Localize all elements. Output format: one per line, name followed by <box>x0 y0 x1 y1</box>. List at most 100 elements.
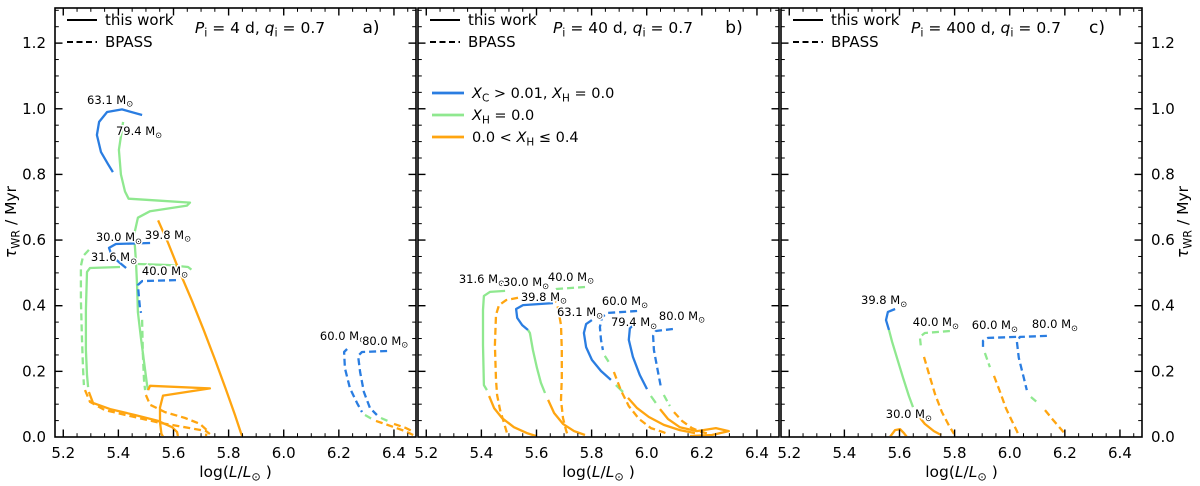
panel-title-b: Pi = 40 d, qi = 0.7 <box>553 19 693 40</box>
tracks-a <box>79 108 414 436</box>
x-axis-label-c: log(L/L⊙ ) <box>925 463 998 482</box>
x-tick-label-5.4: 5.4 <box>469 444 493 462</box>
mass-label-60.0: 60.0 M⊙ <box>320 329 366 345</box>
legend-label-this-work: this work <box>105 11 174 29</box>
mass-label-39.8: 39.8 M⊙ <box>861 293 907 309</box>
y-tick-label-right-0.0: 0.0 <box>1151 428 1175 446</box>
track-segment-60-0-BPASS-green <box>983 352 991 368</box>
mass-label-80.0: 80.0 M⊙ <box>362 334 408 350</box>
track-segment-63-1-this-work-blue <box>95 108 143 173</box>
mass-label-80.0: 80.0 M⊙ <box>659 309 705 325</box>
x-tick-label-5.2: 5.2 <box>51 444 75 462</box>
y-axis-label-left: τWR / Myr <box>2 185 23 258</box>
axes-a: 5.2 5.4 5.6 5.8 6.0 6.2 6.4 0.0 0.2 0.4 0.6 0.8 1.0 1… <box>22 7 417 462</box>
track-segment-79-4-this-work-orange <box>659 408 730 436</box>
panel-spine-a <box>54 7 417 438</box>
track-segment-40-0-BPASS-orange <box>144 394 208 436</box>
y-tick-label-right-1.2: 1.2 <box>1151 34 1175 52</box>
line-legend-a: this work BPASS <box>67 11 174 51</box>
mass-label-31.6: 31.6 M⊙ <box>459 272 505 288</box>
legend-label-this-work: this work <box>831 11 900 29</box>
y-tick-label-left-0.4: 0.4 <box>22 297 46 315</box>
track-segment-80-0-BPASS-blue <box>356 349 388 416</box>
track-segment-39-8-this-work-blue <box>884 307 896 331</box>
track-segment-30-0-BPASS-orange <box>83 389 211 435</box>
track-segment-39-8-this-work-green <box>887 329 915 408</box>
mass-label-31.6: 31.6 M⊙ <box>91 250 137 266</box>
color-legend-label-blue: XC > 0.01, XH = 0.0 <box>471 86 614 104</box>
x-tick-label-6.0: 6.0 <box>272 444 296 462</box>
track-segment-79-4-this-work-green <box>649 395 657 404</box>
track-segment-80-0-BPASS-green <box>1030 396 1040 405</box>
x-tick-label-6.0: 6.0 <box>635 444 659 462</box>
y-tick-label-left-1.2: 1.2 <box>22 34 46 52</box>
track-segment-60-0-BPASS-green <box>603 355 612 365</box>
y-axis-label-right: τWR / Myr <box>1174 185 1195 258</box>
legend-label-BPASS: BPASS <box>105 33 153 51</box>
y-tick-label-right-0.4: 0.4 <box>1151 297 1175 315</box>
x-tick-label-6.2: 6.2 <box>1053 444 1077 462</box>
mass-label-60.0: 60.0 M⊙ <box>972 318 1018 334</box>
panel-spine-b <box>417 7 780 438</box>
panel-tag-b: b) <box>725 18 742 38</box>
legend-label-BPASS: BPASS <box>468 33 516 51</box>
mass-label-40.0: 40.0 M⊙ <box>142 264 188 280</box>
track-segment-80-0-BPASS-blue <box>1015 334 1047 391</box>
track-segment-80-0-BPASS-blue <box>651 327 674 389</box>
track-segment-40-0-BPASS-green <box>140 319 147 391</box>
legend-label-this-work: this work <box>468 11 537 29</box>
panel-a: 63.1 M⊙ 79.4 M⊙ 30.0 M⊙ 39.8 M⊙ 31.6 M⊙ 40.0 … <box>22 7 417 484</box>
line-legend-c: this work BPASS <box>793 11 900 51</box>
x-tick-label-6.2: 6.2 <box>690 444 714 462</box>
mass-label-40.0: 40.0 M⊙ <box>548 270 594 286</box>
x-tick-label-5.8: 5.8 <box>217 444 241 462</box>
track-segment-79-4-this-work-orange <box>147 384 212 436</box>
panel-title-c: Pi = 400 d, qi = 0.7 <box>911 19 1061 40</box>
panel-tag-a: a) <box>362 18 379 38</box>
track-segment-80-0-BPASS-orange <box>673 411 711 436</box>
x-tick-label-5.8: 5.8 <box>943 444 967 462</box>
track-segment-40-0-BPASS-blue <box>136 278 177 314</box>
track-segment-31-6-this-work-orange <box>488 395 537 436</box>
track-segment-60-0-BPASS-blue <box>598 309 638 351</box>
track-segment-80-0-BPASS-green <box>380 416 391 423</box>
track-segment-31-6-this-work-orange <box>87 391 180 436</box>
track-segment-60-0-BPASS-orange <box>375 419 414 436</box>
y-tick-label-right-0.8: 0.8 <box>1151 165 1175 183</box>
y-tick-label-left-0.8: 0.8 <box>22 165 46 183</box>
panel-c: 39.8 M⊙ 40.0 M⊙ 60.0 M⊙ 80.0 M⊙ 30.0 M⊙ this … <box>777 7 1175 484</box>
track-segment-79-4-this-work-blue <box>627 323 649 390</box>
color-legend-label-green: XH = 0.0 <box>471 108 534 126</box>
y-tick-label-left-1.0: 1.0 <box>22 100 46 118</box>
track-segment-40-0-BPASS-orange <box>553 295 569 436</box>
track-segment-40-0-BPASS-orange <box>922 356 956 435</box>
track-segment-39-8-this-work-orange <box>916 413 942 436</box>
track-segment-31-6-this-work-blue <box>107 241 151 269</box>
mass-label-30.0: 30.0 M⊙ <box>886 407 932 423</box>
x-tick-label-5.6: 5.6 <box>525 444 549 462</box>
x-tick-label-5.2: 5.2 <box>414 444 438 462</box>
track-segment-31-6-this-work-green <box>481 289 506 391</box>
mass-label-39.8: 39.8 M⊙ <box>145 228 191 244</box>
y-tick-label-right-0.2: 0.2 <box>1151 362 1175 380</box>
axes-c: 5.2 5.4 5.6 5.8 6.0 6.2 6.4 0.0 0.2 0.4 0.6 0.8 1.0 1… <box>777 7 1175 462</box>
mass-label-40.0: 40.0 M⊙ <box>913 315 959 331</box>
panel-title-a: Pi = 4 d, qi = 0.7 <box>195 19 325 40</box>
x-tick-label-6.2: 6.2 <box>327 444 351 462</box>
x-tick-label-5.4: 5.4 <box>832 444 856 462</box>
track-segment-60-0-BPASS-orange <box>612 371 669 436</box>
track-segment-30-0-BPASS-green <box>79 249 90 386</box>
y-tick-label-left-0.2: 0.2 <box>22 362 46 380</box>
mass-label-63.1: 63.1 M⊙ <box>557 305 603 321</box>
track-segment-60-0-BPASS-orange <box>992 375 1020 436</box>
track-segment-63-1-this-work-orange <box>627 397 696 435</box>
x-tick-label-5.2: 5.2 <box>777 444 801 462</box>
track-segment-39-8-this-work-orange <box>547 399 586 436</box>
x-tick-label-5.6: 5.6 <box>162 444 186 462</box>
mass-label-79.4: 79.4 M⊙ <box>611 315 657 331</box>
panel-spine-c <box>780 7 1143 438</box>
track-segment-40-0-BPASS-green <box>552 285 586 293</box>
track-segment-80-0-BPASS-orange <box>1044 409 1067 436</box>
mass-label-60.0: 60.0 M⊙ <box>602 294 648 310</box>
